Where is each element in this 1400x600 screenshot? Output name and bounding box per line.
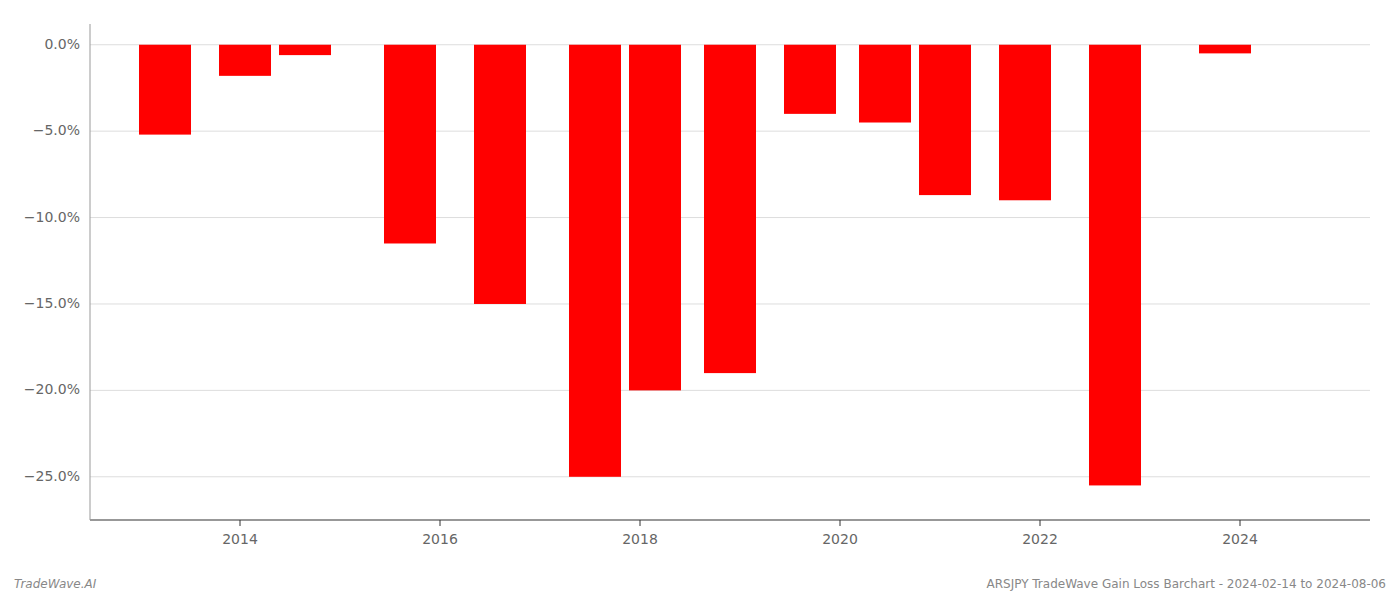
x-tick-label: 2018 (622, 531, 658, 547)
x-tick (840, 520, 841, 526)
y-tick-label: −20.0% (24, 381, 80, 397)
x-tick (1040, 520, 1041, 526)
x-tick-label: 2016 (422, 531, 458, 547)
grid-line (90, 476, 1370, 477)
bar (474, 45, 526, 304)
y-axis-line (90, 24, 91, 520)
x-tick (1240, 520, 1241, 526)
bar (139, 45, 191, 135)
grid (90, 45, 1370, 477)
bar (919, 45, 971, 195)
y-tick-label: −15.0% (24, 295, 80, 311)
grid-line (90, 390, 1370, 391)
footer-text: ARSJPY TradeWave Gain Loss Barchart - 20… (986, 577, 1386, 591)
bar (704, 45, 756, 373)
x-tick-label: 2024 (1222, 531, 1258, 547)
background (0, 0, 1400, 600)
bar (384, 45, 436, 244)
bar (569, 45, 621, 477)
x-axis-line (90, 519, 1370, 520)
bar (1199, 45, 1251, 54)
bar (279, 45, 331, 55)
bar (784, 45, 836, 114)
y-tick-label: −5.0% (33, 122, 80, 138)
y-tick-label: −10.0% (24, 209, 80, 225)
bars (139, 45, 1251, 486)
x-tick (240, 520, 241, 526)
footer-text: TradeWave.AI (14, 577, 97, 591)
bar (1089, 45, 1141, 486)
x-tick-label: 2022 (1022, 531, 1058, 547)
bar (629, 45, 681, 391)
x-tick (440, 520, 441, 526)
y-tick-label: 0.0% (44, 36, 80, 52)
bar (219, 45, 271, 76)
x-tick-label: 2020 (822, 531, 858, 547)
bar (859, 45, 911, 123)
y-tick-label: −25.0% (24, 468, 80, 484)
x-tick (640, 520, 641, 526)
chart: 0.0% −5.0% −10.0% −15.0% −20.0% −25.0% 2014 201… (0, 0, 1400, 600)
x-tick-label: 2014 (222, 531, 258, 547)
bar (999, 45, 1051, 201)
